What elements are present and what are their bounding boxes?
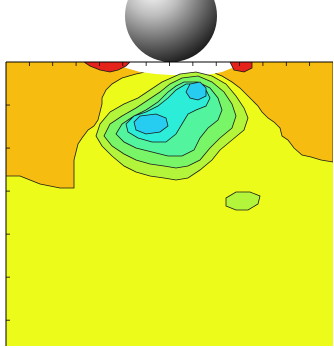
plot-area bbox=[6, 62, 333, 346]
contact-gap bbox=[112, 62, 240, 75]
contour-region-red-left bbox=[83, 62, 131, 73]
contour-region-level-8-top bbox=[185, 81, 207, 101]
x-tick-marks bbox=[28, 62, 311, 66]
y-tick-marks bbox=[6, 104, 10, 321]
indenter-sphere bbox=[125, 0, 217, 62]
contour-region-island bbox=[225, 191, 261, 211]
contour-region-level-8-left bbox=[133, 113, 169, 135]
contour-region-red-right bbox=[229, 62, 253, 73]
indenter-sphere-body bbox=[125, 0, 217, 62]
